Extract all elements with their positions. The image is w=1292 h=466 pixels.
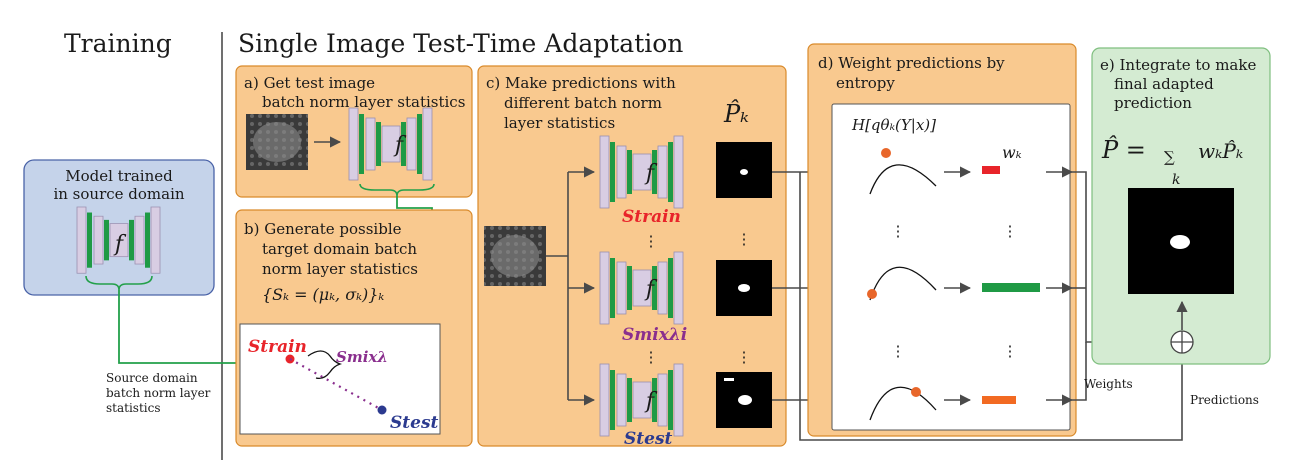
weight-bar-3 — [982, 396, 1016, 404]
panel-d-line2: entropy — [836, 74, 895, 92]
mask-3-blob — [738, 395, 752, 405]
source-stats-label-3: statistics — [106, 401, 161, 415]
entropy-box — [831, 103, 1071, 431]
entropy-point-1 — [881, 148, 891, 158]
panel-a-line1: a) Get test image — [244, 74, 375, 92]
formula-rhs: wₖP̂ₖ — [1198, 139, 1243, 163]
d-vdots-2: ⋮ — [1003, 222, 1018, 240]
final-mask-blob — [1170, 235, 1190, 249]
panel-a-line2: batch norm layer statistics — [262, 93, 465, 111]
weight-bar-2 — [982, 283, 1040, 292]
panel-c-line1: c) Make predictions with — [486, 74, 676, 92]
entropy-curve-2 — [869, 266, 937, 301]
formula-lhs: P̂ = — [1101, 136, 1146, 164]
entropy-point-3 — [911, 387, 921, 397]
panel-d-line1: d) Weight predictions by — [818, 54, 1005, 72]
formula-sum: ∑ — [1164, 148, 1175, 166]
c-vdots-1: ⋮ — [644, 232, 659, 250]
d-vdots-4: ⋮ — [1003, 342, 1018, 360]
panel-c-line2: different batch norm — [504, 94, 662, 112]
panel-b-formula: {Sₖ = (μₖ, σₖ)}ₖ — [262, 285, 384, 304]
panel-e-line1: e) Integrate to make — [1100, 56, 1256, 74]
b-s-train: Strain — [248, 337, 307, 357]
formula-sub: k — [1172, 172, 1180, 188]
mask-vdots-1: ⋮ — [737, 230, 752, 248]
c-s-train: Strain — [622, 207, 681, 227]
c-s-mix: Smixλi — [622, 325, 687, 345]
weight-bar-1 — [982, 166, 1000, 174]
d-vdots-3: ⋮ — [891, 342, 906, 360]
s-test-point — [377, 405, 387, 415]
mix-brace — [307, 350, 343, 380]
source-stats-arrow — [118, 290, 278, 370]
d-vdots-1: ⋮ — [891, 222, 906, 240]
model-box-line1: Model trained — [65, 167, 173, 185]
b-s-mix: Smixλ — [336, 348, 388, 366]
adaptation-header: Single Image Test-Time Adaptation — [238, 29, 683, 58]
panel-e-line2: final adapted — [1114, 75, 1214, 93]
training-header: Training — [64, 29, 172, 58]
weights-bus-bottom — [1072, 342, 1087, 401]
test-image-a-anatomy — [253, 122, 301, 162]
panel-b-line3: norm layer statistics — [262, 260, 418, 278]
entropy-label: H[qθₖ(Y|x)] — [851, 116, 936, 134]
panel-b-line1: b) Generate possible — [244, 220, 402, 238]
p-hat-k-label: P̂ₖ — [723, 100, 749, 128]
predictions-label: Predictions — [1190, 393, 1259, 407]
panel-b-line2: target domain batch — [262, 240, 417, 258]
panel-e-line3: prediction — [1114, 94, 1192, 112]
test-image-c-anatomy — [491, 235, 539, 277]
panel-c-line3: layer statistics — [504, 114, 615, 132]
mask-vdots-2: ⋮ — [737, 348, 752, 366]
mask-1-blob — [740, 169, 748, 175]
weights-label: Weights — [1084, 377, 1133, 391]
c-vdots-2: ⋮ — [644, 348, 659, 366]
source-stats-label-2: batch norm layer — [106, 386, 211, 400]
entropy-point-2 — [867, 289, 877, 299]
w-k-label: wₖ — [1002, 143, 1022, 162]
stats-space-box — [239, 323, 441, 435]
b-s-test: Stest — [390, 413, 439, 433]
predictions-bus — [799, 172, 1188, 441]
model-box-line2: in source domain — [53, 185, 184, 203]
mask-2-blob — [738, 284, 750, 292]
c-s-test: Stest — [624, 429, 673, 449]
entropy-curve-1 — [869, 164, 937, 195]
source-stats-label-1: Source domain — [106, 371, 198, 385]
panel-c — [477, 65, 787, 447]
entropy-curve-3 — [869, 386, 937, 421]
mask-3-noise — [724, 378, 734, 381]
